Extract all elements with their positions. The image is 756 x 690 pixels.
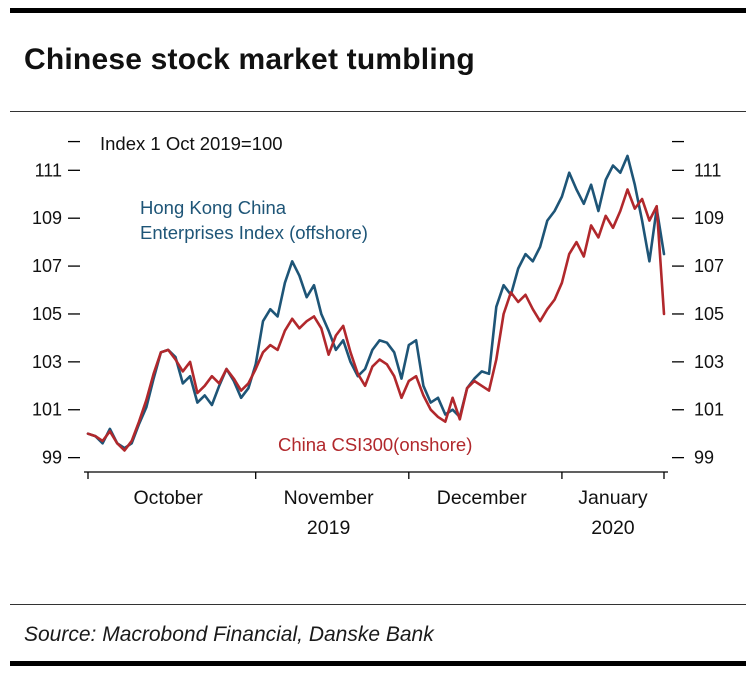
x-axis-month-label: December xyxy=(437,487,527,509)
source-text: Source: Macrobond Financial, Danske Bank xyxy=(24,623,434,646)
page-title: Chinese stock market tumbling xyxy=(24,43,475,76)
x-axis-month-label: October xyxy=(134,487,204,509)
y-axis-label-left: 103 xyxy=(32,352,62,372)
y-axis-label-right: 109 xyxy=(694,208,724,228)
y-axis-label-left: 105 xyxy=(32,304,62,324)
x-axis-month-label: November xyxy=(284,487,374,509)
y-axis-label-left: 111 xyxy=(35,160,62,180)
y-axis-label-right: 111 xyxy=(694,160,721,180)
onshore-series-label: China CSI300(onshore) xyxy=(278,434,472,455)
y-axis-label-left: 99 xyxy=(42,448,62,468)
title-divider xyxy=(10,111,746,112)
y-axis-label-right: 101 xyxy=(694,400,724,420)
offshore-series-line xyxy=(86,154,666,450)
index-annotation: Index 1 Oct 2019=100 xyxy=(100,133,283,154)
offshore-series-label: Enterprises Index (offshore) xyxy=(140,222,368,243)
line-chart: 99 99 101 101 103 103 105 105 107 107 109 109 111 111… xyxy=(0,112,756,604)
offshore-series-label: Hong Kong China xyxy=(140,197,287,218)
onshore-series-line xyxy=(86,188,666,452)
y-axis-label-right: 107 xyxy=(694,256,724,276)
x-axis-year-label: 2020 xyxy=(591,517,635,539)
y-axis-label-right: 103 xyxy=(694,352,724,372)
chart-svg: 99 99 101 101 103 103 105 105 107 107 109 109 111 111… xyxy=(32,133,724,539)
y-axis-label-left: 101 xyxy=(32,400,62,420)
y-axis-label-right: 105 xyxy=(694,304,724,324)
top-border xyxy=(10,8,746,13)
bottom-border xyxy=(10,661,746,666)
y-axis-label-right: 99 xyxy=(694,448,714,468)
x-axis-month-label: January xyxy=(578,487,648,509)
x-axis-year-label: 2019 xyxy=(307,517,350,539)
y-axis-label-left: 107 xyxy=(32,256,62,276)
y-axis-label-left: 109 xyxy=(32,208,62,228)
source-divider xyxy=(10,604,746,605)
